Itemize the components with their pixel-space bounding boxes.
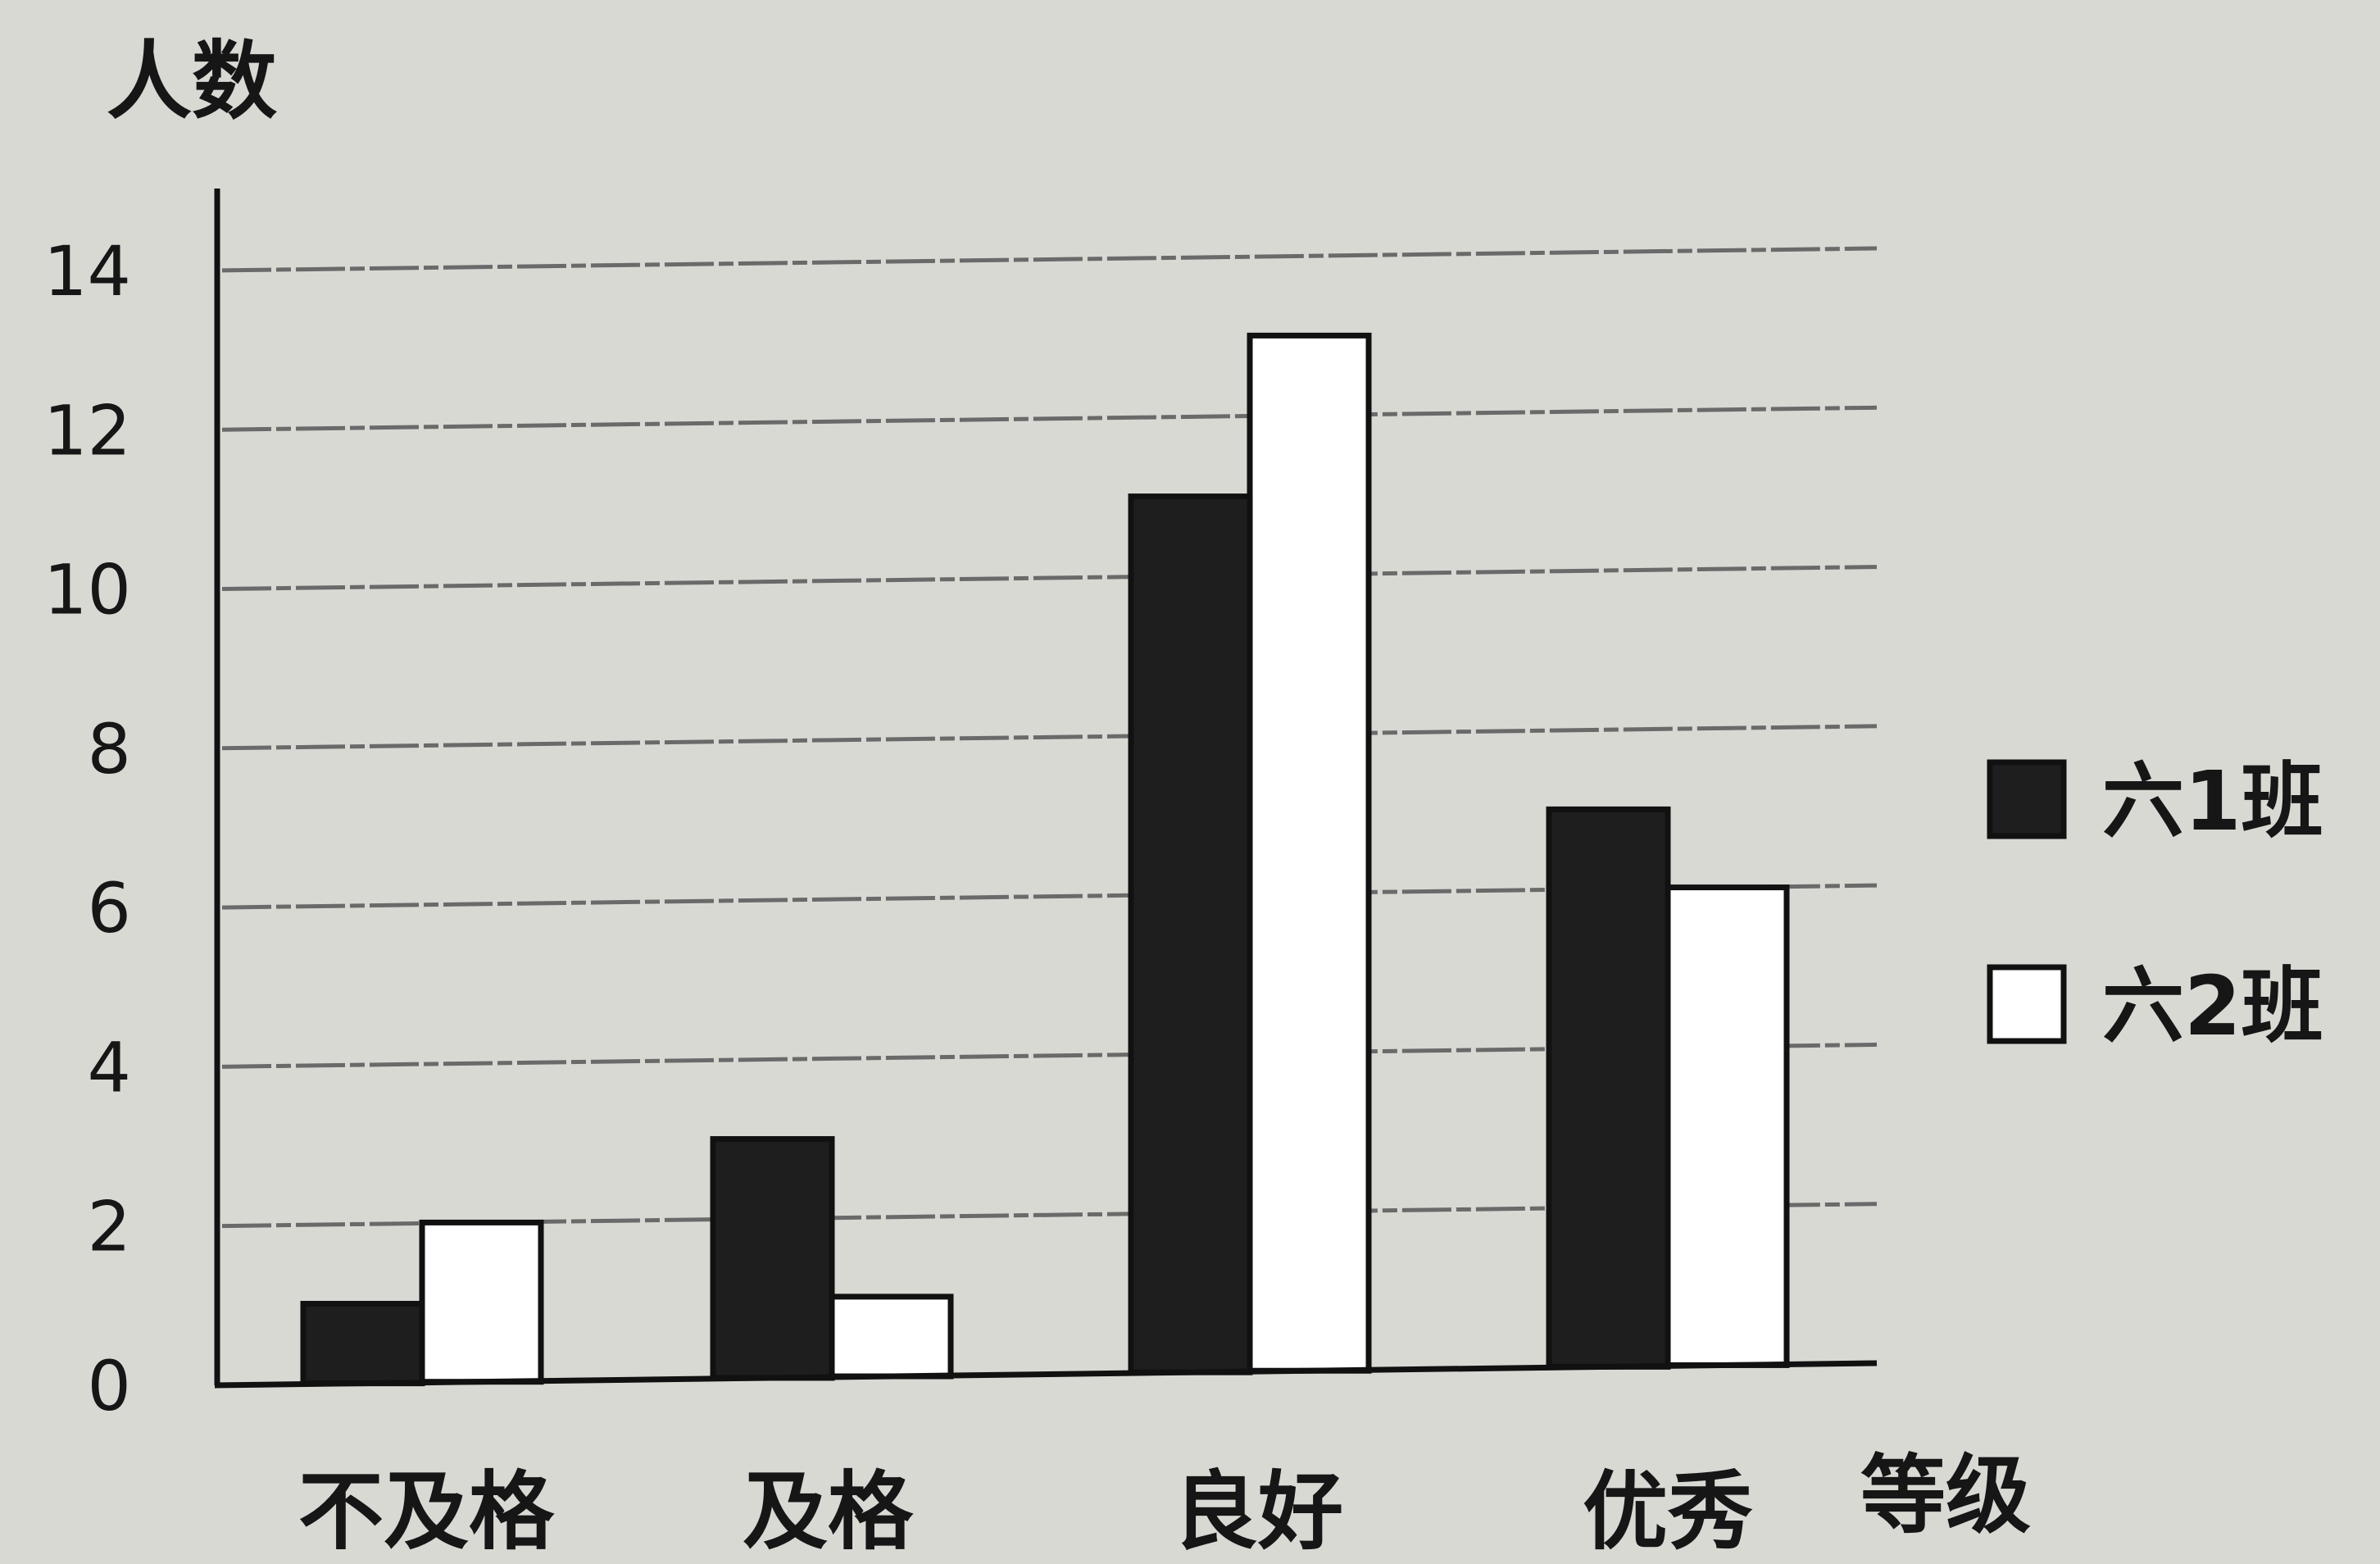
x-category-label: 及格 [743, 1462, 914, 1560]
x-category-labels: 不及格 及格 良好 优秀 [298, 1462, 1753, 1562]
y-tick-label: 14 [43, 231, 131, 311]
y-tick-label: 10 [43, 550, 131, 630]
y-axis-title: 人数 [107, 31, 277, 131]
bar-2-4 [1665, 884, 1790, 1368]
legend-swatch-2 [1987, 964, 2067, 1044]
gridlines [221, 246, 1878, 1229]
y-tick-label: 4 [88, 1027, 131, 1107]
bar-1-2 [710, 1136, 835, 1381]
bar-2-1 [419, 1219, 544, 1385]
axes [214, 189, 1878, 1389]
y-tick-label: 6 [88, 868, 131, 948]
bars [300, 332, 1790, 1387]
bar-2-2 [829, 1293, 954, 1380]
legend-swatch-1 [1987, 759, 2067, 839]
bar-2-3 [1247, 332, 1372, 1374]
bar-1-3 [1128, 493, 1253, 1375]
y-tick-label: 12 [43, 390, 131, 471]
gridline [221, 724, 1878, 751]
y-tick-label: 8 [88, 709, 131, 789]
gridline [221, 565, 1878, 591]
gridline [221, 246, 1878, 273]
x-category-label: 良好 [1173, 1462, 1343, 1560]
x-category-label: 不及格 [298, 1462, 555, 1560]
y-tick-label: 0 [88, 1346, 131, 1426]
bar-1-1 [300, 1300, 425, 1387]
gridline [221, 883, 1878, 910]
legend-label-1: 六1班 [2102, 753, 2323, 849]
bar-1-4 [1546, 806, 1671, 1370]
x-category-label: 优秀 [1583, 1462, 1753, 1560]
gridline [221, 405, 1878, 432]
y-tick-label: 2 [88, 1187, 131, 1267]
gridline [221, 1042, 1878, 1069]
y-tick-labels: 0 2 4 6 8 10 12 14 [43, 231, 131, 1426]
legend-label-2: 六2班 [2102, 958, 2323, 1054]
x-axis-title: 等级 [1860, 1445, 2031, 1545]
x-axis-line [214, 1360, 1878, 1389]
